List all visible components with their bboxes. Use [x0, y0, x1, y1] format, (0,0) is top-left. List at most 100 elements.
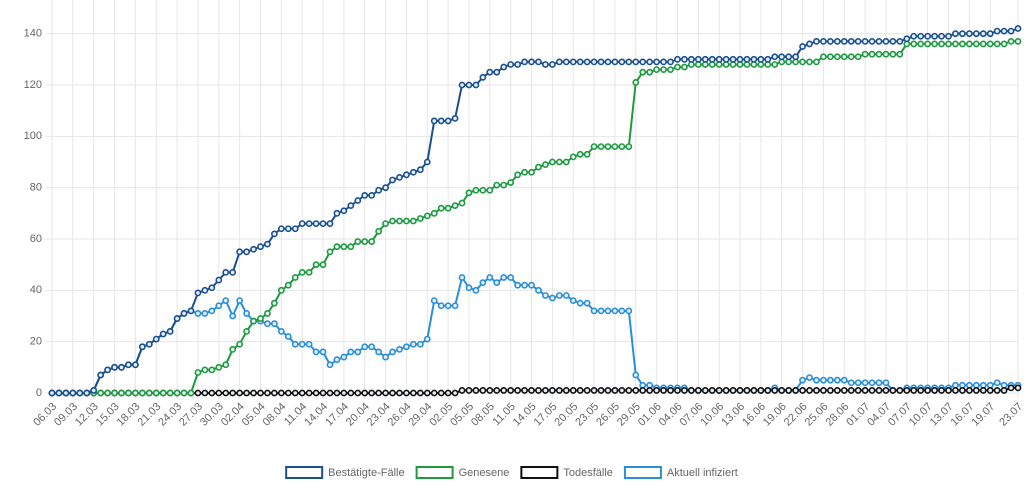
data-point: [562, 58, 570, 66]
data-point: [298, 389, 306, 397]
data-point: [569, 58, 577, 66]
data-point: [83, 389, 91, 397]
data-point: [555, 292, 563, 299]
data-point: [1014, 37, 1022, 45]
data-point: [882, 50, 890, 58]
data-point: [959, 387, 966, 394]
data-point: [444, 389, 452, 397]
data-point: [889, 37, 897, 45]
data-point: [354, 389, 362, 397]
data-point: [368, 238, 376, 245]
legend-item[interactable]: Aktuell infiziert: [623, 466, 738, 479]
data-point: [611, 387, 619, 394]
data-point: [701, 55, 709, 63]
data-point: [681, 63, 688, 71]
data-point: [236, 297, 244, 304]
data-point: [986, 40, 994, 48]
data-point: [778, 387, 786, 394]
data-point: [382, 353, 389, 361]
data-point: [250, 389, 257, 397]
data-point: [229, 268, 237, 276]
data-point: [423, 335, 431, 343]
data-point: [479, 279, 487, 287]
data-point: [194, 389, 202, 397]
data-point: [451, 302, 459, 310]
data-point: [799, 43, 806, 50]
data-point: [833, 387, 841, 394]
data-point: [145, 340, 153, 348]
data-point: [354, 197, 362, 204]
data-point: [403, 217, 410, 225]
data-point: [437, 302, 445, 310]
data-point: [166, 389, 174, 397]
data-point: [687, 387, 695, 394]
data-point: [500, 181, 508, 189]
data-point: [882, 387, 890, 394]
data-point: [889, 50, 897, 58]
data-point: [326, 220, 334, 227]
data-point: [472, 387, 480, 394]
data-point: [187, 307, 195, 315]
data-point: [924, 40, 932, 48]
data-point: [125, 361, 132, 369]
data-point: [528, 168, 535, 176]
data-point: [729, 55, 737, 63]
data-point: [361, 343, 369, 351]
data-point: [743, 55, 751, 63]
data-point: [215, 389, 223, 397]
data-point: [458, 199, 466, 207]
data-point: [166, 327, 174, 335]
data-point: [1000, 40, 1008, 48]
data-point: [840, 376, 848, 384]
data-point: [312, 348, 320, 356]
data-point: [548, 158, 556, 166]
data-point: [333, 243, 341, 251]
legend-item[interactable]: Bestätigte-Fälle: [285, 466, 405, 479]
data-point: [403, 389, 410, 397]
data-point: [979, 30, 987, 38]
data-point: [416, 215, 424, 222]
data-point: [924, 32, 932, 40]
data-point: [903, 35, 911, 43]
legend-item[interactable]: Todesfälle: [520, 466, 613, 479]
data-point: [993, 40, 1001, 48]
data-point: [799, 58, 806, 66]
data-point: [896, 37, 904, 45]
data-point: [305, 268, 313, 276]
x-tick-label: 08.04: [261, 401, 289, 429]
data-point: [597, 387, 605, 394]
data-point: [375, 186, 383, 194]
data-point: [965, 30, 973, 38]
data-point: [910, 40, 918, 48]
data-point: [507, 387, 515, 394]
data-point: [569, 387, 577, 394]
data-point: [305, 220, 313, 227]
data-point: [389, 389, 396, 397]
data-point: [138, 343, 146, 351]
data-point: [430, 209, 438, 217]
data-point: [284, 389, 292, 397]
data-point: [1007, 384, 1015, 392]
data-point: [965, 387, 973, 394]
data-point: [701, 387, 709, 394]
data-point: [243, 327, 250, 335]
data-point: [771, 387, 779, 394]
data-point: [736, 55, 744, 63]
data-point: [444, 204, 452, 212]
data-point: [152, 335, 160, 343]
data-point: [62, 389, 70, 397]
data-point: [854, 37, 862, 45]
data-point: [813, 37, 820, 45]
legend-item[interactable]: Genesene: [415, 466, 510, 479]
data-point: [222, 389, 230, 397]
data-point: [993, 387, 1001, 394]
data-point: [590, 143, 598, 150]
data-point: [861, 50, 869, 58]
data-point: [486, 387, 494, 394]
data-point: [569, 153, 577, 161]
data-point: [458, 274, 466, 281]
data-point: [257, 315, 264, 322]
data-point: [326, 248, 334, 256]
data-point: [507, 274, 515, 281]
data-point: [785, 53, 793, 61]
